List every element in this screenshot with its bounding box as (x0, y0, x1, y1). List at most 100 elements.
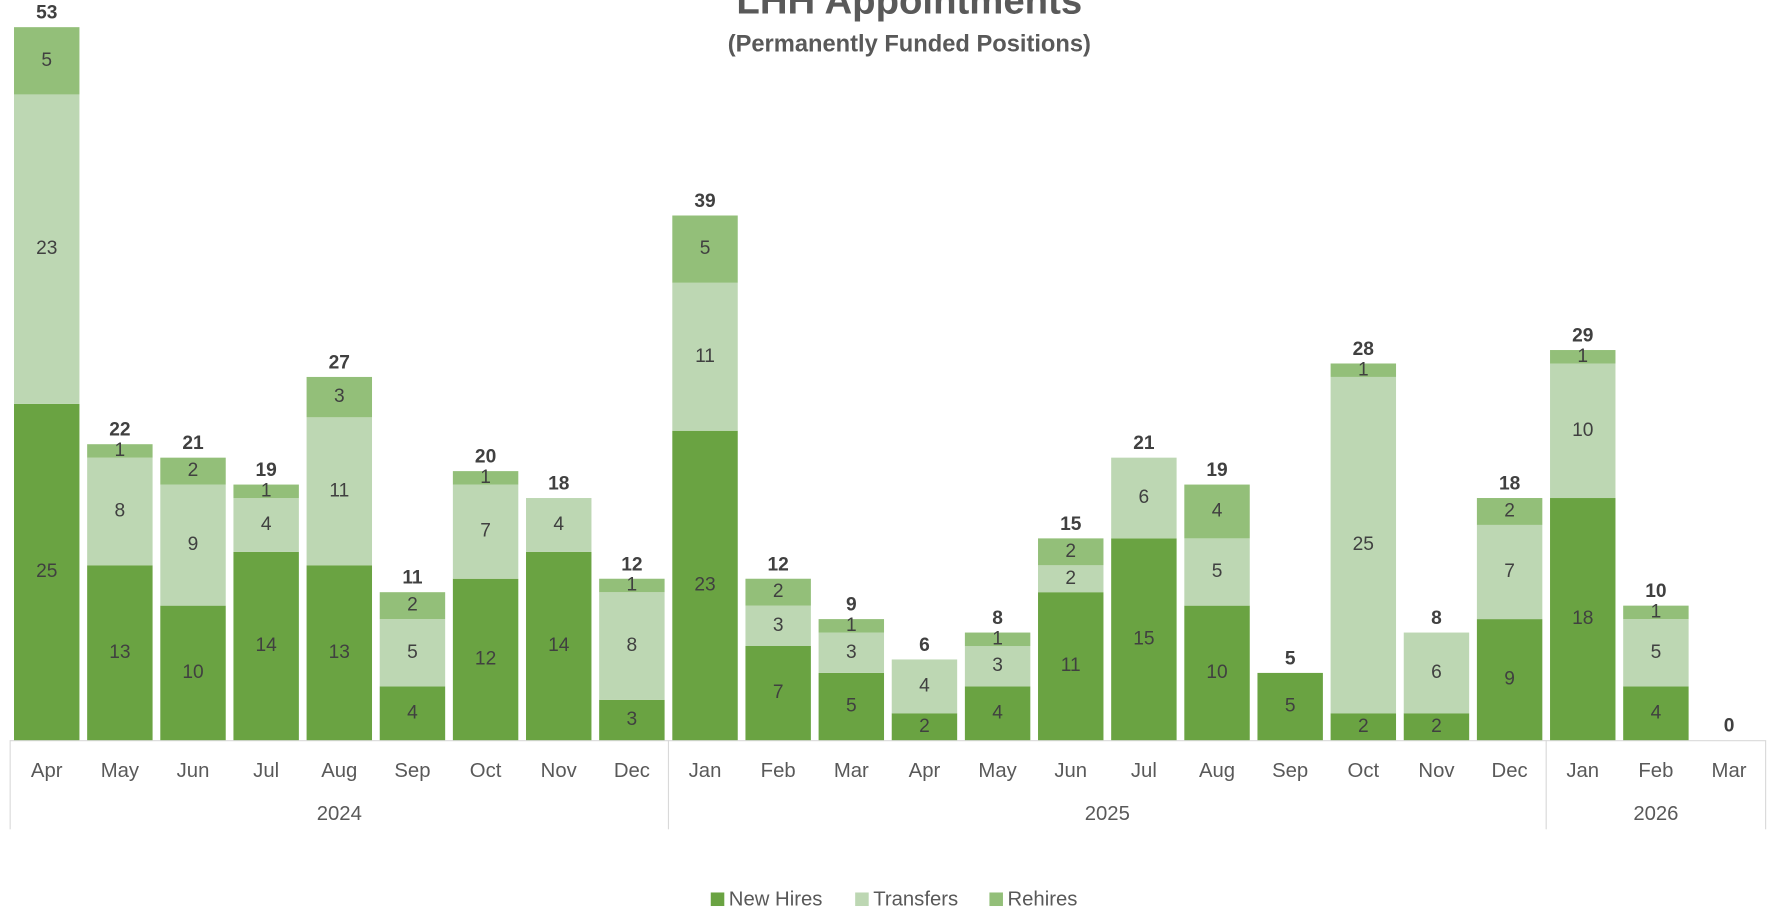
data-label: 13 (109, 642, 130, 663)
total-label: 39 (694, 191, 715, 212)
data-label: 25 (1353, 534, 1374, 555)
data-label: 4 (553, 514, 564, 535)
bar-segment (1038, 592, 1104, 741)
bar-segment (1184, 484, 1250, 539)
bar-segment (1623, 619, 1689, 687)
bar-segment (160, 484, 226, 606)
data-label: 2 (919, 716, 930, 737)
total-label: 18 (548, 474, 570, 495)
x-tick-label: Oct (470, 760, 502, 782)
data-label: 6 (1431, 662, 1442, 683)
bar-segment (1038, 565, 1104, 593)
data-label: 7 (1504, 561, 1515, 582)
bar-segment (745, 578, 811, 606)
data-label: 11 (329, 480, 349, 501)
data-label: 7 (773, 682, 784, 703)
data-label: 10 (1206, 662, 1227, 683)
bar-segment (599, 592, 665, 700)
bar-segment (452, 578, 519, 741)
data-label: 25 (36, 561, 57, 582)
chart-title: LHH Appointments (736, 0, 1082, 23)
data-label: 1 (1651, 601, 1662, 622)
bar-segment (672, 282, 738, 431)
bar-segment (964, 646, 1031, 687)
bar-segment (1038, 538, 1104, 566)
data-label: 5 (1651, 642, 1662, 663)
data-label: 7 (480, 521, 491, 542)
bar-segment (1330, 713, 1397, 741)
bar-segment (818, 619, 885, 633)
bar-segment (452, 484, 519, 579)
bar-segment (379, 619, 446, 687)
bar-segment (1403, 713, 1470, 741)
total-label: 8 (1431, 608, 1442, 629)
data-label: 2 (188, 460, 199, 481)
bar-segment (1257, 672, 1323, 741)
bar-segment (964, 686, 1031, 741)
data-label: 10 (1572, 420, 1593, 441)
total-label: 11 (402, 568, 423, 589)
x-tick-label: Jul (253, 760, 279, 782)
legend-swatch (989, 892, 1003, 907)
data-label: 2 (1065, 568, 1076, 589)
data-label: 23 (694, 575, 715, 596)
data-label: 4 (407, 702, 418, 723)
data-label: 23 (36, 238, 57, 259)
total-label: 5 (1285, 648, 1296, 669)
data-label: 13 (329, 642, 350, 663)
x-tick-label: Jan (1566, 760, 1599, 782)
data-label: 1 (627, 575, 638, 596)
total-label: 12 (621, 554, 642, 575)
data-label: 2 (1504, 501, 1515, 522)
data-label: 3 (846, 642, 857, 663)
x-tick-label: Dec (1492, 760, 1528, 782)
data-label: 6 (1139, 487, 1150, 508)
x-tick-label: Sep (394, 760, 430, 782)
total-label: 53 (36, 3, 57, 24)
bar-segment (306, 376, 373, 418)
group-label: 2024 (317, 803, 362, 825)
data-label: 4 (1212, 501, 1223, 522)
bar-segment (379, 686, 446, 741)
data-label: 12 (475, 649, 496, 670)
bar-segment (1550, 350, 1616, 364)
bar-segment (672, 430, 738, 741)
legend-swatch (710, 892, 725, 907)
x-tick-label: Oct (1348, 760, 1380, 782)
data-label: 3 (334, 386, 345, 407)
x-tick-label: Mar (1712, 760, 1747, 782)
data-label: 9 (1504, 669, 1515, 690)
bar-segment (672, 215, 738, 283)
bar-segment (306, 565, 373, 741)
bar-segment (160, 605, 226, 741)
total-label: 6 (919, 635, 930, 656)
x-tick-label: Apr (31, 760, 63, 782)
bar-segment (379, 592, 446, 620)
data-label: 11 (1061, 655, 1081, 676)
data-label: 5 (1212, 561, 1223, 582)
bar-segment (14, 27, 80, 95)
bar-segment (745, 605, 811, 647)
x-tick-label: Aug (321, 760, 357, 782)
data-label: 8 (627, 635, 638, 656)
total-label: 0 (1724, 716, 1735, 737)
total-label: 28 (1353, 339, 1375, 360)
bar-segment (964, 632, 1031, 647)
data-label: 4 (261, 514, 272, 535)
total-label: 21 (182, 433, 204, 454)
data-label: 14 (256, 635, 278, 656)
x-tick-label: Nov (541, 760, 578, 782)
legend-swatch (855, 892, 869, 907)
bar-segment (1623, 686, 1689, 741)
data-label: 14 (548, 635, 570, 656)
data-label: 9 (188, 534, 199, 555)
bar-segment (233, 498, 299, 552)
total-label: 29 (1572, 326, 1593, 347)
data-label: 2 (1358, 716, 1369, 737)
bar-segment (1111, 538, 1177, 741)
bar-segment (1111, 457, 1177, 539)
data-label: 2 (1431, 716, 1442, 737)
bar-segment (1403, 632, 1470, 714)
data-label: 1 (261, 480, 272, 501)
